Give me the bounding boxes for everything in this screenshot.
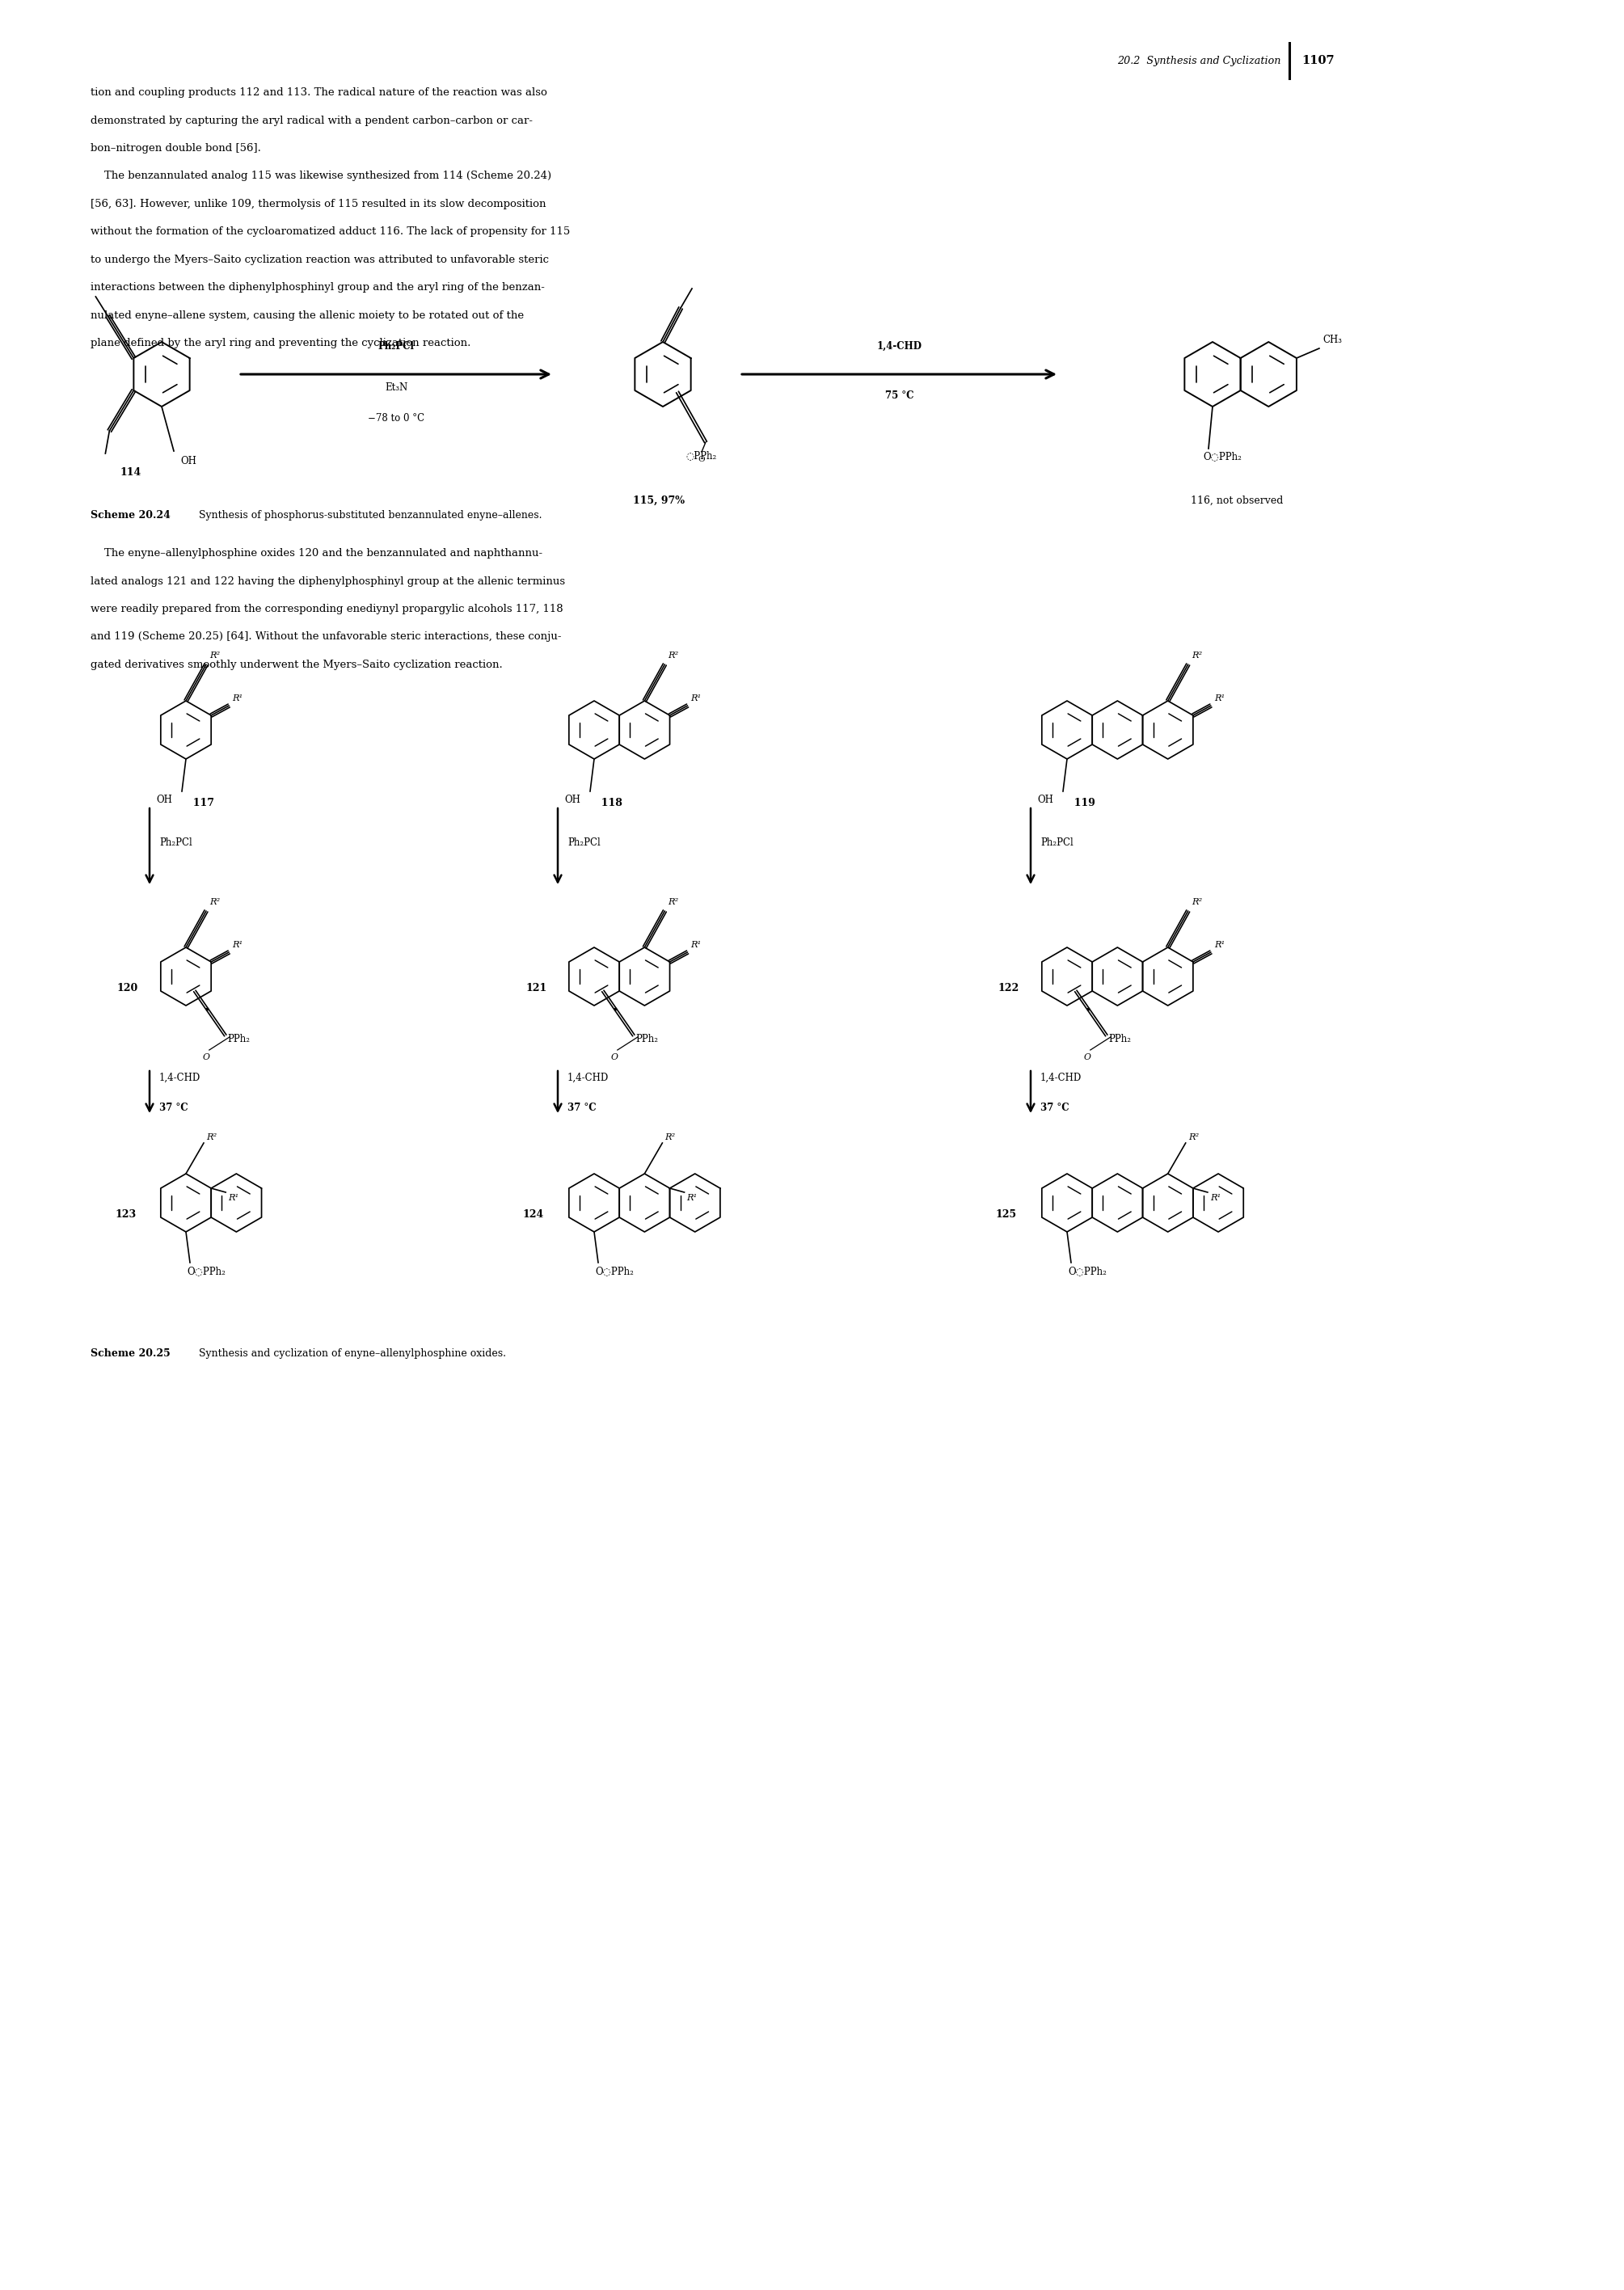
Text: OH: OH — [564, 795, 580, 806]
Text: 75 °C: 75 °C — [885, 389, 914, 401]
Text: ◌PPh₂: ◌PPh₂ — [685, 451, 716, 460]
Text: OH: OH — [1038, 795, 1054, 806]
Text: 1,4-CHD: 1,4-CHD — [159, 1072, 201, 1083]
Text: Ph₂PCl: Ph₂PCl — [378, 341, 414, 353]
Text: 120: 120 — [117, 982, 138, 994]
Text: CH₃: CH₃ — [1322, 334, 1341, 346]
Text: 1,4-CHD: 1,4-CHD — [877, 341, 922, 353]
Text: R¹: R¹ — [227, 1193, 239, 1202]
Text: R²: R² — [209, 898, 219, 907]
Text: Ph₂PCl: Ph₂PCl — [1041, 838, 1073, 847]
Text: 118: 118 — [594, 797, 622, 808]
Text: nulated enyne–allene system, causing the allenic moiety to be rotated out of the: nulated enyne–allene system, causing the… — [91, 311, 525, 321]
Text: plane defined by the aryl ring and preventing the cyclization reaction.: plane defined by the aryl ring and preve… — [91, 339, 471, 348]
Text: 116, not observed: 116, not observed — [1190, 495, 1283, 506]
Text: R¹: R¹ — [687, 1193, 697, 1202]
Text: Ph₂PCl: Ph₂PCl — [159, 838, 192, 847]
Text: bon–nitrogen double bond [56].: bon–nitrogen double bond [56]. — [91, 142, 261, 153]
Text: and 119 (Scheme 20.25) [64]. Without the unfavorable steric interactions, these : and 119 (Scheme 20.25) [64]. Without the… — [91, 632, 562, 641]
Text: R²: R² — [1189, 1134, 1199, 1140]
Text: 1107: 1107 — [1301, 55, 1335, 66]
Text: PPh₂: PPh₂ — [227, 1033, 250, 1044]
Text: OH: OH — [180, 456, 197, 467]
Text: 37 °C: 37 °C — [1041, 1101, 1069, 1113]
Text: R²: R² — [667, 653, 679, 660]
Text: 121: 121 — [526, 982, 547, 994]
Text: 122: 122 — [999, 982, 1020, 994]
Text: lated analogs 121 and 122 having the diphenylphosphinyl group at the allenic ter: lated analogs 121 and 122 having the dip… — [91, 577, 565, 586]
Text: interactions between the diphenylphosphinyl group and the aryl ring of the benza: interactions between the diphenylphosphi… — [91, 282, 544, 293]
Text: were readily prepared from the corresponding enediynyl propargylic alcohols 117,: were readily prepared from the correspon… — [91, 605, 564, 614]
Text: R²: R² — [209, 653, 219, 660]
Text: tion and coupling products 112 and 113. The radical nature of the reaction was a: tion and coupling products 112 and 113. … — [91, 87, 547, 98]
Text: R¹: R¹ — [232, 694, 242, 703]
Text: 1,4-CHD: 1,4-CHD — [567, 1072, 609, 1083]
Text: gated derivatives smoothly underwent the Myers–Saito cyclization reaction.: gated derivatives smoothly underwent the… — [91, 660, 502, 671]
Text: 37 °C: 37 °C — [159, 1101, 188, 1113]
Text: O◌PPh₂: O◌PPh₂ — [594, 1266, 633, 1276]
Text: demonstrated by capturing the aryl radical with a pendent carbon–carbon or car-: demonstrated by capturing the aryl radic… — [91, 114, 533, 126]
Text: Scheme 20.25: Scheme 20.25 — [91, 1349, 171, 1358]
Text: R²: R² — [664, 1134, 676, 1140]
Text: R¹: R¹ — [1210, 1193, 1221, 1202]
Text: R¹: R¹ — [1215, 694, 1224, 703]
Text: PPh₂: PPh₂ — [1109, 1033, 1132, 1044]
Text: O◌PPh₂: O◌PPh₂ — [1069, 1266, 1106, 1276]
Text: 125: 125 — [996, 1209, 1017, 1221]
Text: 124: 124 — [523, 1209, 544, 1221]
Text: 20.2  Synthesis and Cyclization: 20.2 Synthesis and Cyclization — [1117, 55, 1281, 66]
Text: The enyne–allenylphosphine oxides 120 and the benzannulated and naphthannu-: The enyne–allenylphosphine oxides 120 an… — [91, 547, 542, 559]
Text: The benzannulated analog 115 was likewise synthesized from 114 (Scheme 20.24): The benzannulated analog 115 was likewis… — [91, 172, 552, 181]
Text: R²: R² — [206, 1134, 216, 1140]
Text: R¹: R¹ — [690, 694, 702, 703]
Text: O: O — [698, 456, 705, 463]
Text: PPh₂: PPh₂ — [637, 1033, 659, 1044]
Text: 123: 123 — [115, 1209, 136, 1221]
Text: R¹: R¹ — [232, 941, 242, 948]
Text: without the formation of the cycloaromatized adduct 116. The lack of propensity : without the formation of the cycloaromat… — [91, 227, 570, 238]
Text: O: O — [1083, 1053, 1091, 1060]
Text: Et₃N: Et₃N — [385, 382, 408, 394]
Text: R¹: R¹ — [1215, 941, 1224, 948]
Text: O◌PPh₂: O◌PPh₂ — [187, 1266, 226, 1276]
Text: 117: 117 — [185, 797, 214, 808]
Text: [56, 63]. However, unlike 109, thermolysis of 115 resulted in its slow decomposi: [56, 63]. However, unlike 109, thermolys… — [91, 199, 546, 208]
Text: to undergo the Myers–Saito cyclization reaction was attributed to unfavorable st: to undergo the Myers–Saito cyclization r… — [91, 254, 549, 266]
Text: R²: R² — [1192, 653, 1202, 660]
Text: O: O — [203, 1053, 209, 1060]
Text: R¹: R¹ — [690, 941, 702, 948]
Text: R²: R² — [667, 898, 679, 907]
Text: 1,4-CHD: 1,4-CHD — [1041, 1072, 1082, 1083]
Text: 37 °C: 37 °C — [567, 1101, 596, 1113]
Text: 115, 97%: 115, 97% — [633, 495, 685, 506]
Text: Synthesis and cyclization of enyne–allenylphosphine oxides.: Synthesis and cyclization of enyne–allen… — [188, 1349, 507, 1358]
Text: OH: OH — [156, 795, 172, 806]
Text: R²: R² — [1192, 898, 1202, 907]
Text: −78 to 0 °C: −78 to 0 °C — [367, 412, 424, 424]
Text: O◌PPh₂: O◌PPh₂ — [1203, 451, 1241, 463]
Text: Ph₂PCl: Ph₂PCl — [567, 838, 601, 847]
Text: 114: 114 — [120, 467, 141, 479]
Text: 119: 119 — [1067, 797, 1095, 808]
Text: O: O — [611, 1053, 619, 1060]
Text: Scheme 20.24: Scheme 20.24 — [91, 511, 171, 520]
Text: Synthesis of phosphorus-substituted benzannulated enyne–allenes.: Synthesis of phosphorus-substituted benz… — [188, 511, 542, 520]
